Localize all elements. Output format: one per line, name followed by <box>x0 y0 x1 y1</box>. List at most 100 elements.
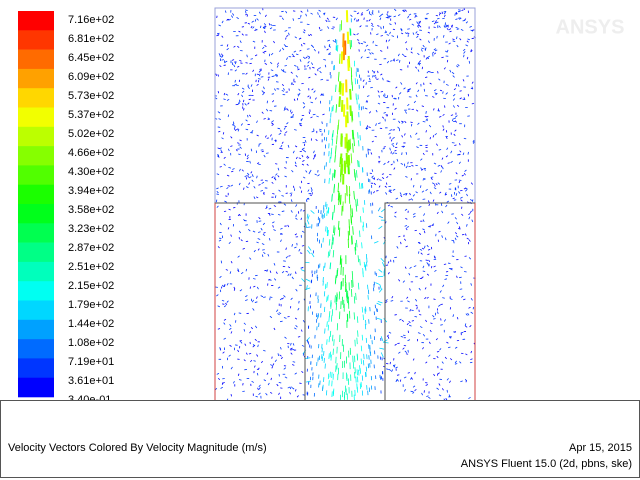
vector <box>469 210 472 213</box>
vector <box>270 52 274 56</box>
vector <box>314 173 317 176</box>
vector <box>351 129 354 140</box>
vector <box>222 381 225 384</box>
vector <box>398 351 401 354</box>
vector <box>426 296 429 299</box>
vector <box>216 193 219 195</box>
vector <box>373 71 376 74</box>
vector <box>296 395 299 398</box>
vector <box>400 32 404 35</box>
vector <box>221 20 224 24</box>
vector <box>228 241 231 245</box>
vector <box>350 67 353 77</box>
legend-label: 7.16e+02 <box>68 14 114 26</box>
vector <box>419 232 422 235</box>
vector <box>307 249 311 255</box>
vector <box>326 296 328 303</box>
vector <box>256 372 259 376</box>
vector <box>433 48 437 51</box>
vector <box>305 357 311 359</box>
vector <box>404 389 406 392</box>
vector <box>400 82 403 85</box>
vector <box>465 353 468 356</box>
vector <box>371 24 374 28</box>
vector <box>369 77 371 81</box>
vector <box>466 224 468 227</box>
vector <box>305 380 311 383</box>
vector <box>217 154 219 157</box>
vector <box>458 226 461 229</box>
vector <box>469 25 472 28</box>
vector <box>368 126 371 129</box>
vector <box>378 160 381 163</box>
vector <box>280 144 283 148</box>
vector <box>278 189 281 192</box>
legend-label: 1.44e+02 <box>68 318 114 330</box>
vector <box>353 137 355 147</box>
vector <box>436 35 438 39</box>
vector <box>438 78 441 81</box>
vector <box>427 200 430 203</box>
vector <box>307 156 310 159</box>
vector <box>412 215 416 218</box>
vector <box>268 53 271 57</box>
vector <box>425 57 428 60</box>
vector <box>223 98 226 101</box>
vector <box>425 188 428 192</box>
vector <box>272 192 275 195</box>
vector <box>380 26 382 30</box>
vector <box>447 25 449 28</box>
vector <box>237 268 240 272</box>
vector <box>347 58 350 72</box>
vector <box>307 189 310 192</box>
legend-band <box>18 88 54 108</box>
vector <box>305 170 308 173</box>
vector <box>306 64 310 67</box>
vector <box>408 272 411 276</box>
vector <box>270 392 273 394</box>
vector <box>457 10 461 13</box>
vector <box>430 322 433 325</box>
vector <box>301 230 305 233</box>
vector <box>383 112 386 114</box>
vector <box>471 102 475 105</box>
vector <box>369 52 372 55</box>
vector <box>231 170 234 173</box>
vector <box>277 167 280 171</box>
vector <box>294 145 298 148</box>
vector <box>463 137 467 140</box>
vector <box>295 53 299 56</box>
vector <box>328 239 331 246</box>
vector <box>262 222 266 226</box>
vector <box>409 18 412 21</box>
vector <box>288 32 290 36</box>
vector <box>247 22 251 25</box>
vector <box>422 228 425 231</box>
vector <box>433 318 436 320</box>
vector <box>233 206 236 209</box>
vector <box>237 142 240 144</box>
vector <box>367 49 371 51</box>
vector <box>269 270 272 273</box>
vector <box>436 387 440 390</box>
vector <box>239 139 242 142</box>
vector <box>396 158 399 162</box>
vector <box>306 213 309 219</box>
vector <box>446 147 449 151</box>
vector <box>459 38 462 41</box>
vector <box>242 108 245 111</box>
vector <box>233 126 236 130</box>
vector <box>448 42 451 45</box>
vector <box>454 360 457 364</box>
vector <box>352 143 354 153</box>
vector <box>472 139 475 143</box>
vector <box>472 306 475 310</box>
vector <box>259 68 261 72</box>
vector <box>300 14 302 18</box>
vector <box>449 336 452 339</box>
vector <box>237 373 240 376</box>
vector <box>283 203 287 206</box>
vector <box>240 341 243 344</box>
vector <box>411 309 414 311</box>
vector <box>416 306 418 310</box>
